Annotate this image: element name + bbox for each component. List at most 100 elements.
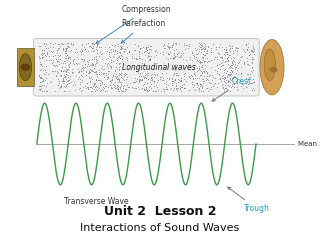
Point bbox=[163, 71, 168, 75]
Point bbox=[84, 82, 90, 85]
Point bbox=[39, 89, 44, 93]
Point bbox=[114, 58, 119, 62]
Point bbox=[129, 60, 134, 64]
Point bbox=[181, 86, 187, 90]
Point bbox=[78, 67, 83, 71]
Point bbox=[111, 73, 116, 77]
Point bbox=[244, 85, 249, 89]
Point bbox=[90, 89, 95, 93]
Point bbox=[108, 58, 113, 62]
Point bbox=[192, 76, 197, 79]
Point bbox=[36, 56, 42, 60]
Point bbox=[94, 74, 99, 78]
Point bbox=[76, 61, 81, 65]
Point bbox=[120, 54, 125, 58]
Point bbox=[113, 68, 118, 72]
Point bbox=[69, 67, 74, 71]
Point bbox=[115, 58, 120, 62]
Point bbox=[230, 55, 236, 59]
Point bbox=[65, 67, 70, 71]
Point bbox=[230, 82, 235, 86]
Point bbox=[230, 59, 235, 63]
Point bbox=[145, 74, 150, 78]
Point bbox=[229, 46, 235, 50]
Point bbox=[141, 75, 147, 79]
Point bbox=[63, 84, 68, 88]
Point bbox=[249, 89, 254, 92]
Point bbox=[198, 73, 203, 77]
Point bbox=[214, 57, 219, 61]
Point bbox=[79, 69, 84, 73]
Point bbox=[55, 70, 60, 74]
Point bbox=[213, 46, 219, 49]
Text: Interactions of Sound Waves: Interactions of Sound Waves bbox=[80, 223, 240, 233]
Point bbox=[79, 80, 84, 84]
Point bbox=[131, 60, 136, 64]
Point bbox=[151, 72, 156, 76]
Point bbox=[93, 72, 98, 76]
Point bbox=[69, 71, 75, 75]
Point bbox=[171, 62, 176, 66]
Point bbox=[247, 52, 252, 56]
Point bbox=[234, 71, 239, 75]
Point bbox=[67, 60, 72, 64]
Point bbox=[63, 54, 68, 58]
Point bbox=[162, 81, 167, 85]
Point bbox=[102, 61, 107, 65]
Point bbox=[216, 45, 221, 49]
Point bbox=[59, 79, 64, 83]
Point bbox=[220, 63, 225, 67]
Point bbox=[67, 57, 72, 61]
Point bbox=[161, 78, 166, 82]
Point bbox=[177, 63, 182, 67]
Point bbox=[172, 78, 177, 82]
Point bbox=[86, 70, 92, 74]
Point bbox=[127, 50, 132, 54]
Point bbox=[141, 87, 147, 91]
Point bbox=[39, 86, 44, 90]
Point bbox=[118, 46, 123, 49]
Point bbox=[116, 89, 121, 93]
Point bbox=[144, 47, 149, 51]
Point bbox=[144, 87, 149, 91]
Point bbox=[145, 89, 150, 93]
Point bbox=[200, 46, 205, 50]
Point bbox=[98, 89, 103, 93]
Point bbox=[196, 89, 201, 93]
Point bbox=[123, 63, 128, 67]
Point bbox=[137, 60, 142, 64]
Point bbox=[43, 70, 48, 74]
Point bbox=[239, 54, 244, 58]
Point bbox=[222, 68, 227, 72]
Point bbox=[56, 81, 61, 85]
Point bbox=[246, 72, 251, 76]
Point bbox=[93, 81, 98, 85]
Point bbox=[136, 44, 141, 48]
Point bbox=[222, 50, 228, 54]
Text: Transverse Wave: Transverse Wave bbox=[64, 197, 128, 206]
Point bbox=[116, 68, 121, 72]
Point bbox=[229, 63, 234, 67]
Point bbox=[178, 77, 183, 80]
Point bbox=[147, 66, 152, 70]
Point bbox=[132, 59, 137, 63]
Point bbox=[138, 71, 143, 75]
Point bbox=[38, 75, 44, 79]
Point bbox=[138, 47, 143, 51]
Point bbox=[209, 78, 214, 82]
Point bbox=[105, 49, 110, 53]
Point bbox=[36, 44, 41, 48]
Point bbox=[230, 76, 236, 80]
Point bbox=[143, 45, 148, 49]
Point bbox=[248, 69, 253, 73]
Point bbox=[106, 76, 111, 79]
Point bbox=[174, 86, 179, 90]
Point bbox=[100, 57, 105, 61]
Point bbox=[235, 88, 240, 92]
Point bbox=[147, 58, 152, 61]
Point bbox=[151, 90, 156, 93]
Point bbox=[69, 70, 74, 74]
Point bbox=[226, 65, 231, 68]
Point bbox=[109, 86, 114, 90]
Point bbox=[237, 58, 242, 62]
